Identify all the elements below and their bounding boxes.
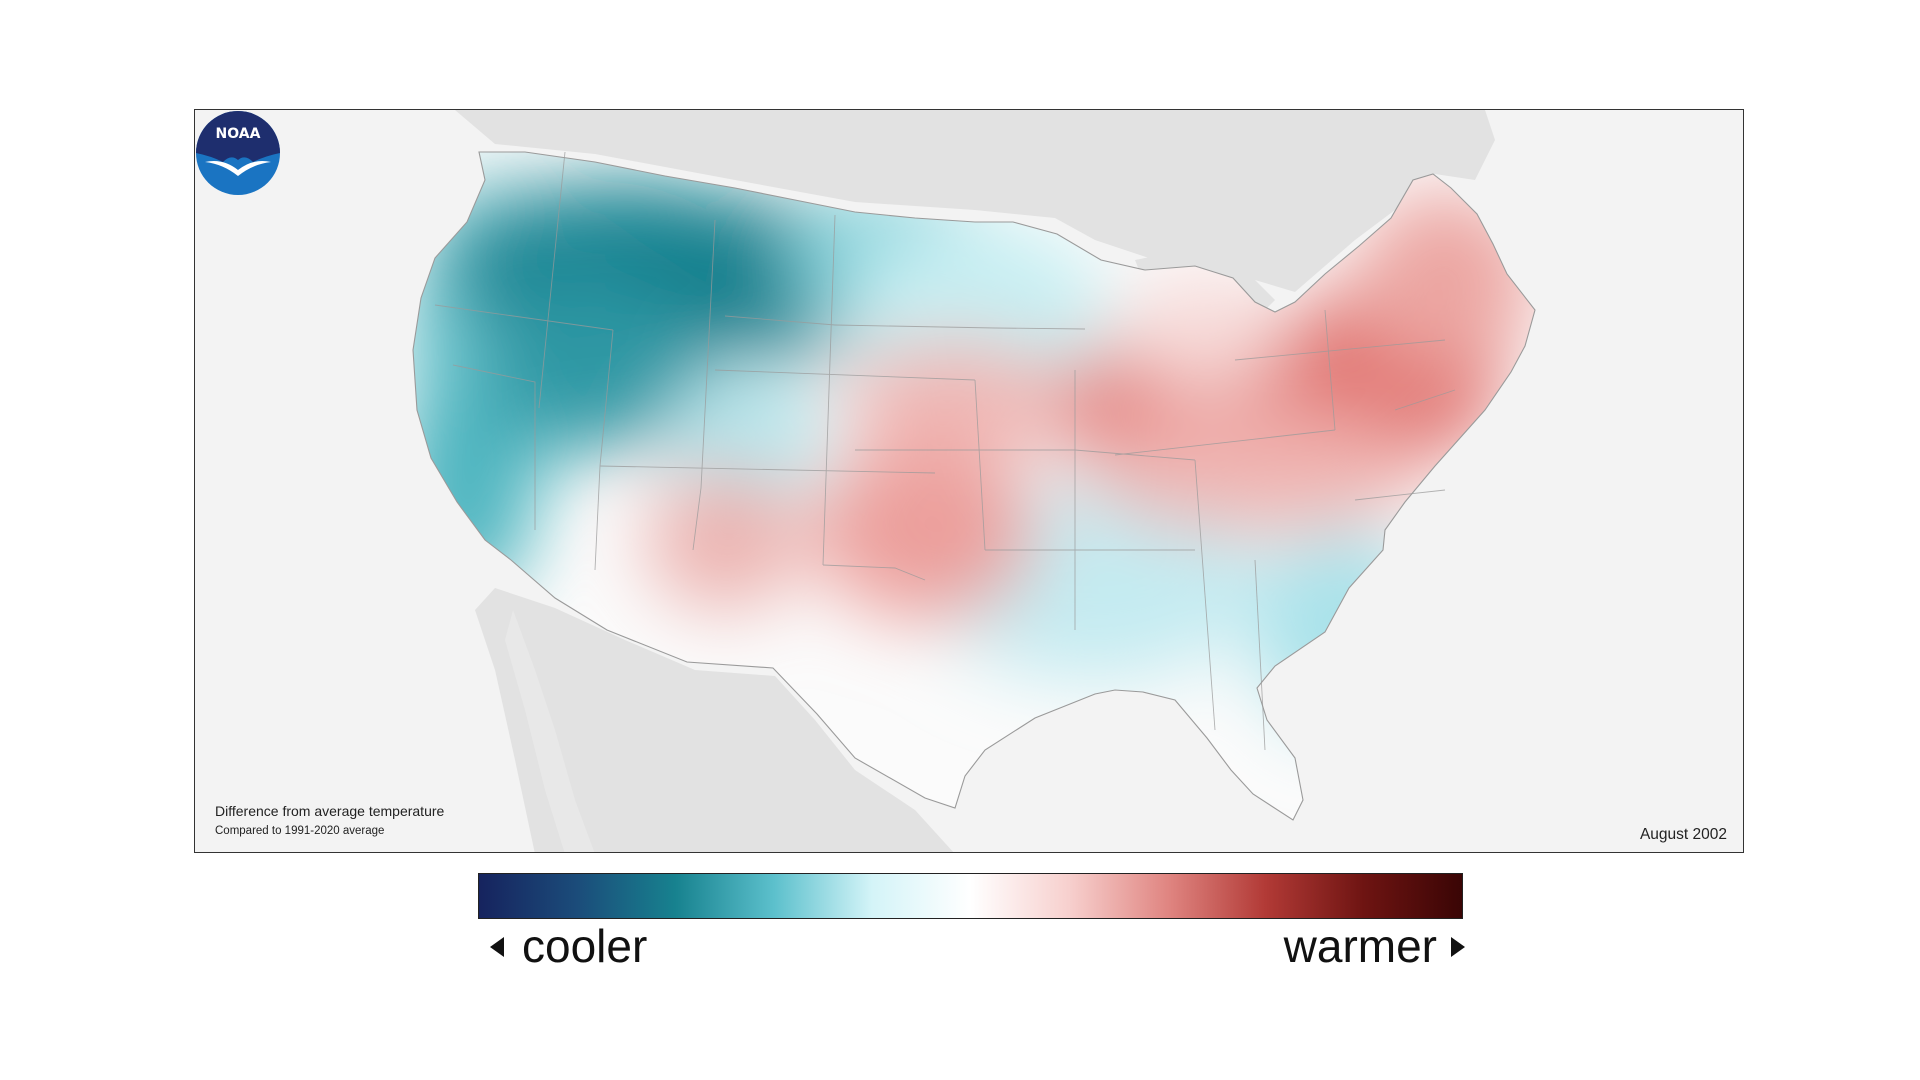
canada-land [455,110,1495,292]
baja-peninsula [505,610,595,852]
map-caption-subtitle: Compared to 1991-2020 average [215,825,385,837]
map-frame: Difference from average temperature Comp… [194,109,1744,853]
legend-warmer-label: warmer [1283,920,1437,972]
color-scale-bar [478,873,1463,919]
map-caption-title: Difference from average temperature [215,803,445,819]
legend-cooler-label: cooler [522,920,648,972]
noaa-logo-text: NOAA [216,126,261,142]
left-arrow-icon [490,936,504,957]
temperature-anomaly-map [412,110,1536,852]
state-boundaries [434,151,1456,751]
legend-warmer: warmer [1284,918,1465,974]
mexico-land [475,588,954,852]
conus-outline [412,151,1536,821]
noaa-logo: NOAA [196,111,280,195]
map-date-label: August 2002 [1639,826,1727,843]
right-arrow-icon [1451,936,1465,957]
legend-cooler: cooler [490,918,647,974]
